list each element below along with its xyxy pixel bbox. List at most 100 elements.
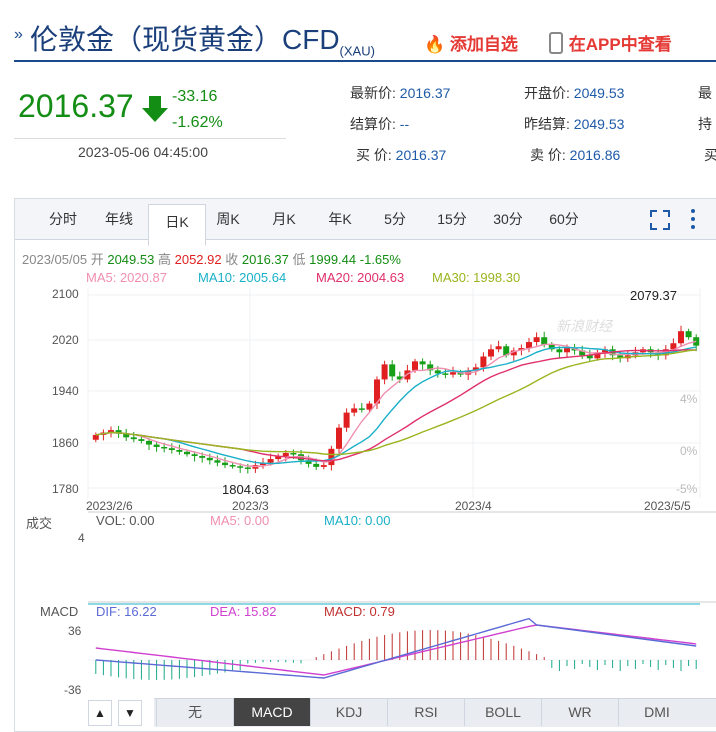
fullscreen-icon[interactable]	[650, 210, 670, 230]
truncated-label: 持	[698, 116, 712, 132]
candle-body	[282, 453, 289, 457]
volume-label: 成交	[26, 516, 53, 531]
scroll-up-button[interactable]: ▲	[88, 700, 112, 726]
current-price: 2016.37	[18, 88, 134, 124]
candle-body	[510, 350, 517, 356]
candle-body	[206, 457, 213, 461]
x-axis-label: 2023/2/6	[86, 499, 133, 513]
candle-body	[161, 446, 168, 449]
tab-9[interactable]: 60分	[549, 211, 579, 227]
candle-body	[678, 331, 684, 344]
tab-0[interactable]: 分时	[49, 211, 77, 227]
tab-5[interactable]: 年K	[328, 211, 352, 227]
indicator-button-4[interactable]: BOLL	[464, 698, 541, 726]
ma30-legend: MA30: 1998.30	[432, 270, 521, 285]
candle-body	[495, 346, 502, 350]
candle-body	[488, 349, 494, 357]
y-axis-label: 2020	[52, 333, 79, 347]
latest-price: 最新价: 2016.37	[350, 85, 451, 101]
open-price: 开盘价: 2049.53	[524, 85, 625, 101]
candle-body	[670, 343, 677, 350]
triangle-down-icon: ▼	[124, 706, 136, 720]
price-change: -33.16	[172, 88, 218, 105]
candle-body	[328, 448, 335, 466]
candle-body	[305, 460, 312, 464]
tab-2[interactable]: 日K	[148, 204, 206, 246]
volume-value: VOL: 0.00	[96, 513, 155, 528]
scroll-down-button[interactable]: ▼	[118, 700, 142, 726]
period-tab-bar	[15, 199, 716, 240]
candle-body	[290, 453, 297, 455]
tab-4[interactable]: 月K	[272, 211, 296, 227]
candle-body	[556, 349, 563, 353]
candle-body	[184, 451, 190, 455]
candle-body	[115, 430, 122, 434]
candle-body	[526, 342, 532, 349]
candle-body	[138, 439, 145, 441]
candle-body	[237, 466, 244, 468]
candle-body	[358, 408, 365, 410]
add-watchlist-button[interactable]: 🔥 添加自选	[424, 35, 518, 54]
candle-body	[442, 373, 449, 375]
indicator-button-1[interactable]: MACD	[233, 698, 310, 726]
candle-body	[351, 408, 358, 413]
candle-body	[381, 364, 388, 380]
indicator-button-6[interactable]: DMI	[618, 698, 695, 726]
tab-8[interactable]: 30分	[493, 211, 523, 227]
candle-body	[229, 465, 236, 467]
macd-value: MACD: 0.79	[324, 604, 395, 619]
indicator-button-3[interactable]: RSI	[387, 698, 464, 726]
price-change-pct: -1.62%	[172, 114, 223, 131]
more-options-icon[interactable]	[688, 208, 698, 230]
ma5-legend: MA5: 2020.87	[86, 270, 167, 285]
candle-body	[541, 337, 548, 345]
sina-watermark: 新浪财经	[556, 318, 612, 334]
tab-6[interactable]: 5分	[384, 211, 406, 227]
double-chevron-icon: »	[14, 26, 23, 43]
indicator-button-0[interactable]: 无	[156, 698, 233, 726]
candle-body	[191, 454, 198, 457]
indicator-button-5[interactable]: WR	[541, 698, 618, 726]
page-title: 伦敦金（现货黄金）CFD(XAU)	[30, 24, 375, 59]
ma30-line	[95, 349, 697, 456]
candle-body	[374, 379, 380, 404]
candle-body	[503, 346, 510, 356]
settle-price: 结算价: --	[350, 116, 410, 132]
candle-body	[533, 337, 540, 343]
pct-axis-label: 4%	[680, 392, 698, 406]
divider	[14, 138, 286, 139]
min-price-label: 1804.63	[222, 482, 269, 497]
candle-body	[176, 450, 183, 452]
candle-body	[685, 331, 692, 338]
candle-body	[389, 364, 396, 377]
open-app-button[interactable]: 在APP中查看	[548, 30, 672, 55]
candle-body	[594, 352, 601, 359]
macd-label: MACD	[40, 604, 79, 619]
candle-body	[412, 361, 418, 371]
title-bar	[14, 18, 716, 62]
volume-ma5: MA5: 0.00	[210, 513, 270, 528]
max-price-label: 2079.37	[630, 288, 677, 303]
candle-body	[366, 403, 373, 410]
candle-body	[564, 348, 570, 353]
candle-body	[146, 440, 152, 445]
macd-dif-line	[95, 617, 697, 679]
candle-body	[244, 467, 251, 469]
candle-body	[343, 412, 350, 428]
candle-body	[450, 372, 456, 375]
tab-7[interactable]: 15分	[437, 211, 467, 227]
tab-1[interactable]: 年线	[105, 211, 133, 227]
ma10-line	[95, 346, 697, 465]
y-axis-label: 1940	[52, 384, 79, 398]
macd-dif: DIF: 16.22	[96, 604, 157, 619]
sell-price: 卖 价: 2016.86	[530, 147, 621, 163]
candle-body	[298, 454, 304, 461]
candle-body	[320, 465, 327, 467]
truncated-label: 买	[704, 147, 716, 163]
indicator-button-2[interactable]: KDJ	[310, 698, 387, 726]
candle-body	[586, 355, 593, 359]
buy-price: 买 价: 2016.37	[356, 147, 447, 163]
tab-3[interactable]: 周K	[216, 211, 240, 227]
candle-body	[222, 462, 228, 466]
